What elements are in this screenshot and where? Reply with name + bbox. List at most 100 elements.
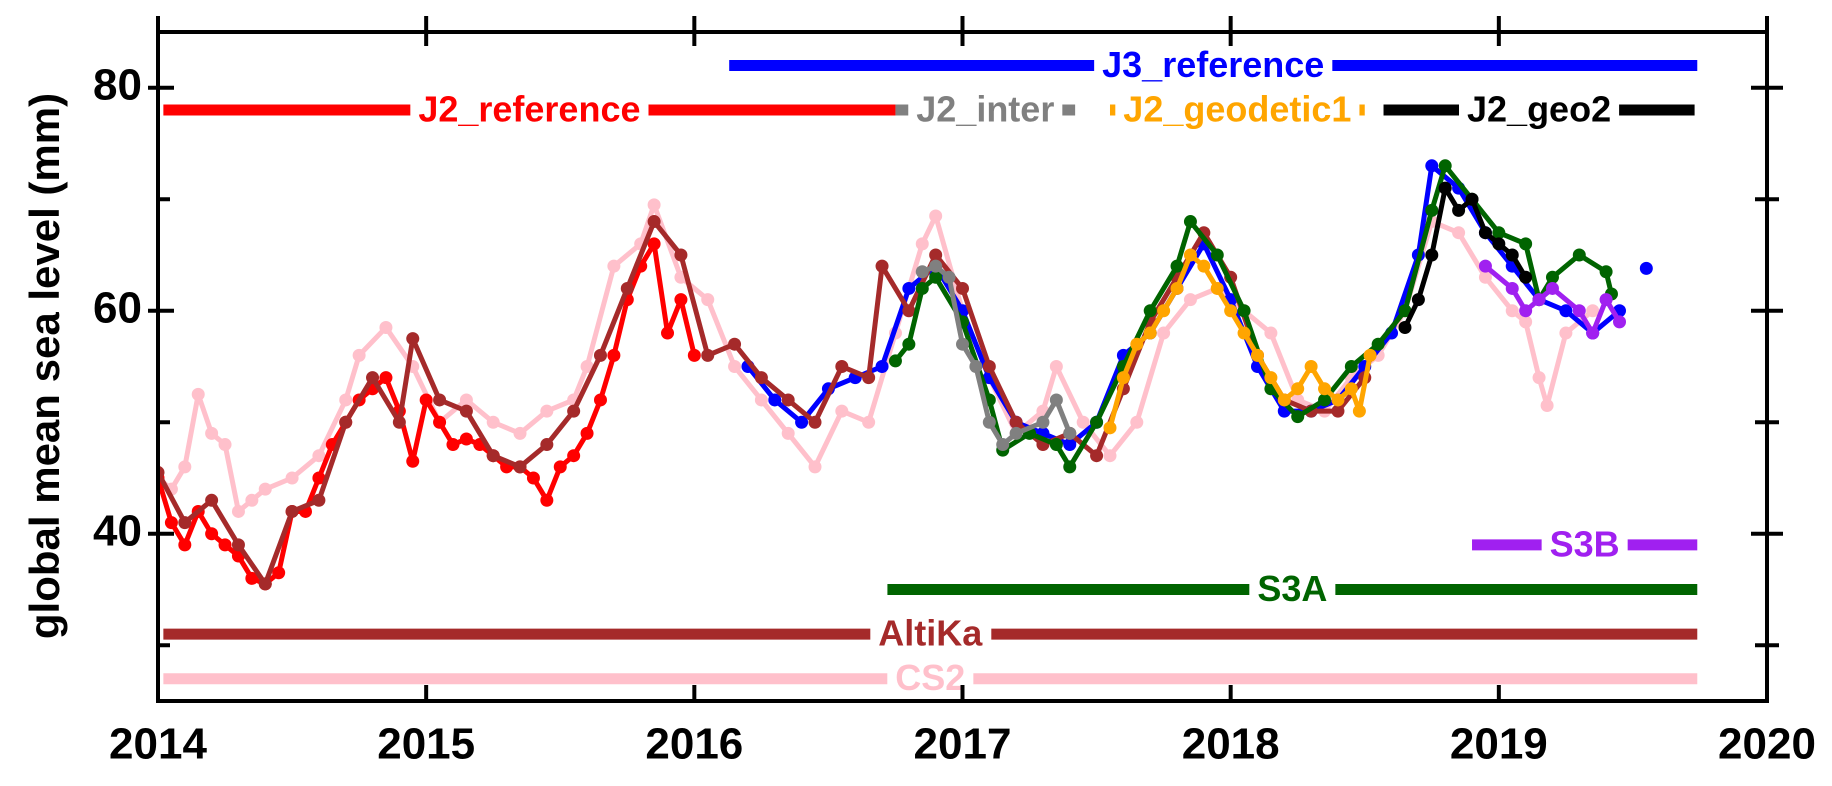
- data-point: [486, 449, 500, 463]
- data-point: [593, 348, 607, 362]
- data-point: [1318, 382, 1332, 396]
- data-point: [540, 404, 554, 418]
- legend-label: J2_geodetic1: [1123, 89, 1351, 130]
- data-point: [915, 281, 929, 295]
- data-point: [808, 460, 822, 474]
- data-point: [902, 304, 916, 318]
- data-point: [1519, 270, 1533, 284]
- x-tick-label: 2018: [1182, 720, 1280, 769]
- legend-label: S3A: [1257, 568, 1327, 609]
- data-point: [258, 577, 272, 591]
- data-point: [567, 449, 581, 463]
- data-point: [956, 281, 969, 295]
- data-point: [647, 215, 661, 229]
- data-point: [1363, 348, 1377, 362]
- data-point: [1291, 382, 1305, 396]
- data-point: [1237, 326, 1251, 340]
- y-tick-label: 80: [93, 60, 142, 109]
- data-point: [1425, 203, 1439, 217]
- data-point: [754, 371, 768, 385]
- data-point: [1103, 421, 1117, 435]
- data-point: [1264, 371, 1278, 385]
- data-point: [942, 270, 956, 284]
- data-point: [231, 504, 245, 518]
- data-point: [1210, 248, 1224, 262]
- data-point: [1545, 281, 1559, 295]
- data-point: [433, 393, 447, 407]
- data-point: [1183, 248, 1197, 262]
- series-line: [1402, 185, 1528, 329]
- data-point: [915, 237, 929, 251]
- data-point: [1639, 261, 1653, 275]
- data-point: [728, 360, 742, 373]
- data-point: [459, 393, 473, 407]
- data-point: [1586, 304, 1600, 318]
- data-point: [312, 449, 326, 463]
- data-point: [513, 460, 527, 474]
- data-point: [701, 293, 715, 307]
- legend-label-bg: [1094, 41, 1333, 87]
- data-point: [245, 493, 259, 507]
- data-point: [647, 198, 661, 212]
- data-point: [1505, 304, 1519, 318]
- data-point: [1036, 415, 1050, 429]
- data-point: [1090, 415, 1104, 429]
- data-point: [929, 270, 943, 284]
- data-point: [312, 493, 326, 507]
- data-point: [1505, 248, 1519, 262]
- data-point: [540, 493, 554, 507]
- data-point: [1157, 326, 1171, 340]
- data-point: [1344, 360, 1358, 373]
- data-point: [486, 415, 500, 429]
- data-point: [1331, 404, 1345, 418]
- data-point: [1331, 393, 1345, 407]
- data-point: [1532, 293, 1546, 307]
- data-point: [1318, 393, 1332, 407]
- y-tick-label: 40: [93, 506, 142, 555]
- data-point: [781, 426, 795, 440]
- data-point: [205, 426, 219, 440]
- data-point: [1572, 304, 1586, 318]
- data-point: [1572, 248, 1586, 262]
- data-point: [205, 527, 219, 541]
- x-tick-label: 2020: [1718, 720, 1816, 769]
- data-point: [1170, 259, 1184, 273]
- data-point: [1519, 315, 1533, 329]
- data-point: [1438, 181, 1452, 195]
- data-point: [1599, 293, 1613, 307]
- data-point: [915, 265, 929, 279]
- data-point: [1371, 337, 1385, 351]
- data-point: [1277, 393, 1291, 407]
- data-point: [862, 371, 876, 385]
- y-axis-label: global mean sea level (mm): [21, 93, 68, 639]
- legend-label-bg: [410, 86, 649, 132]
- data-point: [620, 281, 634, 295]
- data-point: [366, 371, 380, 385]
- data-point: [1540, 399, 1554, 413]
- data-point: [1599, 265, 1613, 279]
- data-point: [459, 432, 473, 446]
- data-point: [1157, 304, 1171, 318]
- data-point: [1090, 449, 1104, 463]
- data-point: [754, 393, 768, 407]
- data-point: [459, 404, 473, 418]
- data-point: [1130, 337, 1144, 351]
- data-point: [379, 371, 393, 385]
- data-point: [1452, 226, 1466, 240]
- data-point: [231, 538, 245, 552]
- data-point: [513, 426, 527, 440]
- data-point: [888, 354, 902, 368]
- data-point: [593, 393, 607, 407]
- data-point: [1076, 415, 1090, 429]
- data-point: [526, 471, 540, 485]
- data-point: [1063, 438, 1077, 452]
- data-point: [875, 259, 889, 273]
- data-point: [191, 387, 205, 401]
- data-point: [1559, 304, 1573, 318]
- data-point: [808, 415, 822, 429]
- legend-label-bg: [1115, 86, 1360, 132]
- data-point: [446, 438, 460, 452]
- data-point: [1224, 304, 1238, 318]
- data-point: [567, 404, 581, 418]
- data-point: [701, 348, 715, 362]
